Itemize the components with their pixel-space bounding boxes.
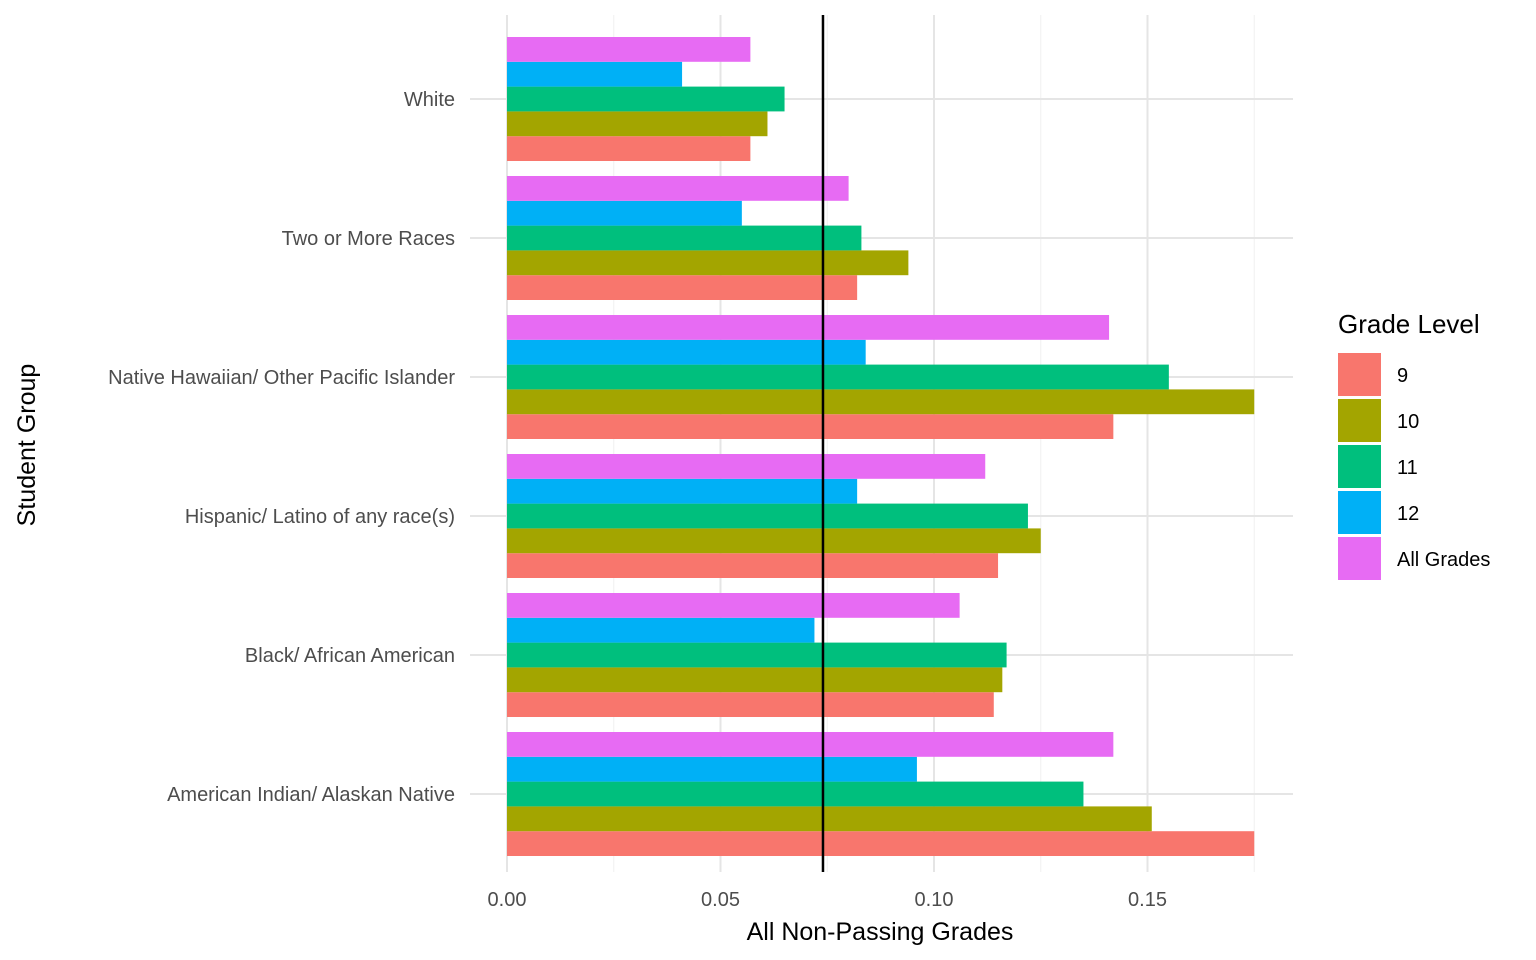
y-axis-ticks: American Indian/ Alaskan Native Black/ Af… (108, 89, 455, 806)
bar (507, 339, 866, 365)
legend: Grade Level 9 10 11 12 All Grades (1338, 309, 1490, 580)
legend-swatch (1338, 491, 1381, 534)
bar (507, 200, 742, 226)
bar (507, 315, 1110, 340)
bar (507, 593, 960, 618)
bar (507, 86, 785, 112)
legend-label: 10 (1397, 411, 1419, 433)
bar (507, 176, 849, 201)
bars (507, 37, 1255, 856)
x-axis-title: All Non-Passing Grades (747, 918, 1014, 946)
x-axis-ticks: 0.00 0.05 0.10 0.15 (488, 889, 1167, 911)
bar (507, 478, 858, 504)
bar (507, 831, 1255, 856)
x-tick-label: 0.00 (488, 889, 527, 911)
x-tick-label: 0.15 (1128, 889, 1167, 911)
bar (507, 806, 1152, 832)
bar (507, 275, 858, 300)
legend-label: 12 (1397, 503, 1419, 525)
legend-label: 9 (1397, 365, 1408, 387)
bar (507, 617, 815, 643)
bar (507, 732, 1114, 757)
legend-swatch (1338, 537, 1381, 580)
legend-swatch (1338, 399, 1381, 442)
x-tick-label: 0.05 (701, 889, 740, 911)
legend-swatch (1338, 353, 1381, 396)
y-tick-label: Native Hawaiian/ Other Pacific Islander (108, 367, 455, 389)
y-tick-label: Hispanic/ Latino of any race(s) (185, 506, 455, 528)
bar (507, 225, 862, 251)
bar (507, 454, 986, 479)
legend-title: Grade Level (1338, 309, 1480, 339)
bar (507, 692, 994, 717)
y-tick-label: Two or More Races (282, 228, 455, 250)
bar (507, 364, 1169, 390)
bar (507, 756, 917, 782)
bar (507, 642, 1007, 668)
bar (507, 61, 683, 87)
bar (507, 528, 1041, 554)
bar (507, 667, 1003, 693)
bar (507, 136, 751, 161)
bar (507, 250, 909, 276)
legend-label: All Grades (1397, 549, 1490, 571)
y-axis-title: Student Group (13, 364, 41, 527)
bar (507, 503, 1028, 529)
legend-swatch (1338, 445, 1381, 488)
bar (507, 389, 1255, 415)
y-tick-label: White (404, 89, 455, 111)
y-tick-label: Black/ African American (245, 645, 455, 667)
x-tick-label: 0.10 (915, 889, 954, 911)
bar (507, 37, 751, 62)
legend-label: 11 (1397, 457, 1418, 479)
bar (507, 553, 999, 578)
y-tick-label: American Indian/ Alaskan Native (167, 784, 455, 806)
bar (507, 414, 1114, 439)
bar (507, 111, 768, 137)
bar (507, 781, 1084, 807)
